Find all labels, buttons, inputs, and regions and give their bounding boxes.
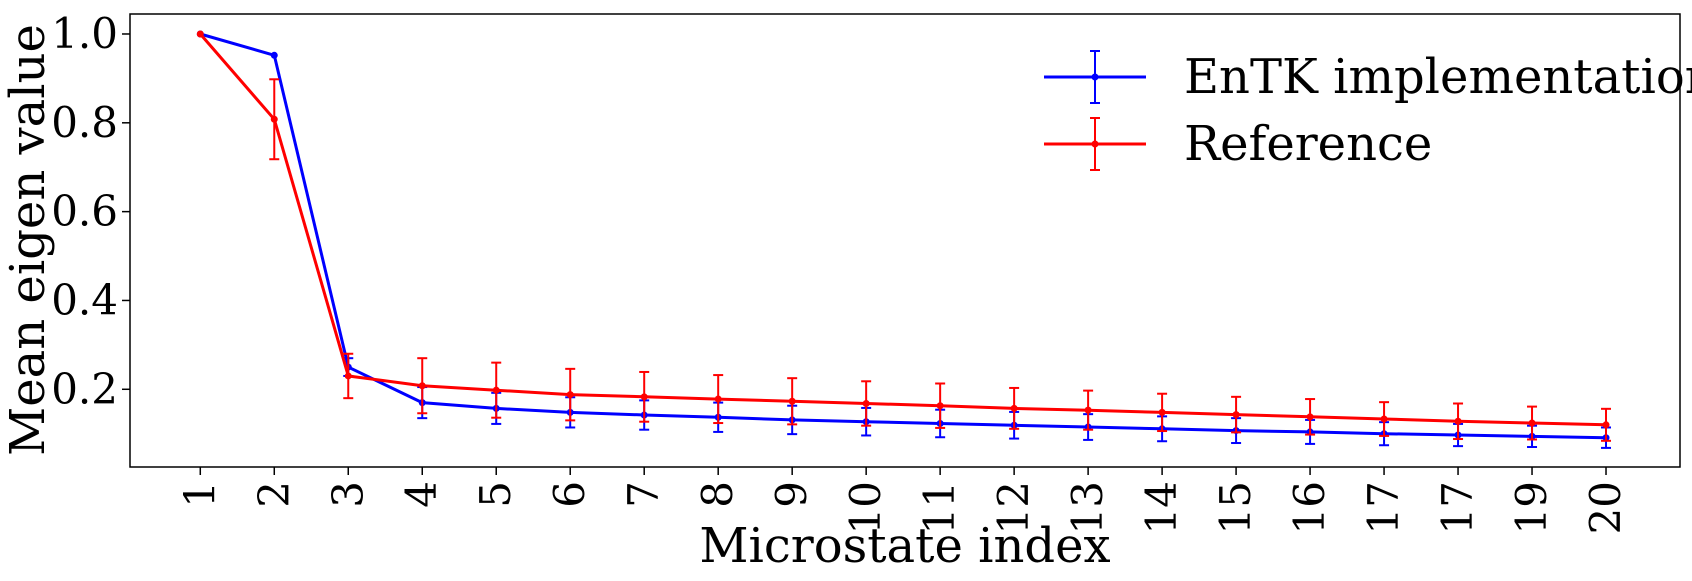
y-axis-label: Mean eigen value	[0, 24, 56, 456]
x-axis-ticks: 1 2 3 4 5 6 7 8 9 10 11 12 13 14 15 16 17 17 19 20	[175, 467, 1630, 534]
x-tick-label: 2	[249, 481, 298, 508]
data-point	[640, 393, 648, 401]
x-tick-label: 4	[397, 481, 446, 508]
data-point	[788, 397, 796, 405]
data-point	[1306, 413, 1314, 421]
data-point	[566, 391, 574, 399]
data-point	[862, 399, 870, 407]
legend-marker	[1091, 140, 1099, 148]
legend-item: EnTK implementation	[1044, 49, 1692, 105]
x-tick-label: 20	[1581, 481, 1630, 534]
x-tick-label: 10	[841, 481, 890, 534]
x-tick-label: 13	[1063, 481, 1112, 534]
data-point	[344, 372, 352, 380]
legend-marker	[1091, 73, 1099, 81]
data-point	[270, 51, 278, 59]
y-tick-label: 0.2	[51, 364, 118, 413]
x-tick-label: 1	[175, 481, 224, 508]
data-point	[1010, 404, 1018, 412]
data-point	[1158, 408, 1166, 416]
x-tick-label: 17	[1433, 481, 1482, 534]
legend: EnTK implementation Reference	[1018, 38, 1692, 180]
data-point	[1380, 415, 1388, 423]
x-tick-label: 5	[471, 481, 520, 508]
x-tick-label: 19	[1507, 481, 1556, 534]
x-tick-label: 9	[767, 481, 816, 508]
x-tick-label: 12	[989, 481, 1038, 534]
data-point	[1602, 421, 1610, 429]
series-line	[199, 32, 1607, 440]
plot-area-frame	[129, 13, 1681, 468]
legend-box	[1018, 38, 1666, 180]
data-point	[418, 382, 426, 390]
x-tick-label: 16	[1285, 481, 1334, 534]
data-point	[1084, 406, 1092, 414]
y-tick-label: 0.8	[51, 98, 118, 147]
x-tick-label: 11	[915, 481, 964, 534]
x-tick-label: 8	[693, 481, 742, 508]
series-layer	[196, 30, 1612, 449]
y-tick-label: 0.4	[51, 275, 118, 324]
x-tick-label: 14	[1137, 481, 1186, 534]
legend-label: Reference	[1184, 116, 1432, 172]
y-axis-ticks: 0.2 0.4 0.6 0.8 1.0	[51, 9, 130, 413]
series-reference	[196, 30, 1612, 442]
data-point	[270, 115, 278, 123]
legend-item: Reference	[1044, 116, 1432, 172]
data-point	[492, 386, 500, 394]
y-tick-label: 1.0	[51, 9, 118, 58]
legend-label: EnTK implementation	[1184, 49, 1692, 105]
series-line	[199, 33, 1607, 427]
data-point	[714, 395, 722, 403]
x-tick-label: 15	[1211, 481, 1260, 534]
x-tick-label: 7	[619, 481, 668, 508]
data-point	[936, 402, 944, 410]
x-axis-label: Microstate index	[699, 518, 1110, 574]
y-tick-label: 0.6	[51, 187, 118, 236]
x-tick-label: 6	[545, 481, 594, 508]
x-tick-label: 3	[323, 481, 372, 508]
data-point	[1454, 417, 1462, 425]
data-point	[196, 30, 204, 38]
data-point	[1528, 419, 1536, 427]
data-point	[1232, 411, 1240, 419]
x-tick-label: 17	[1359, 481, 1408, 534]
